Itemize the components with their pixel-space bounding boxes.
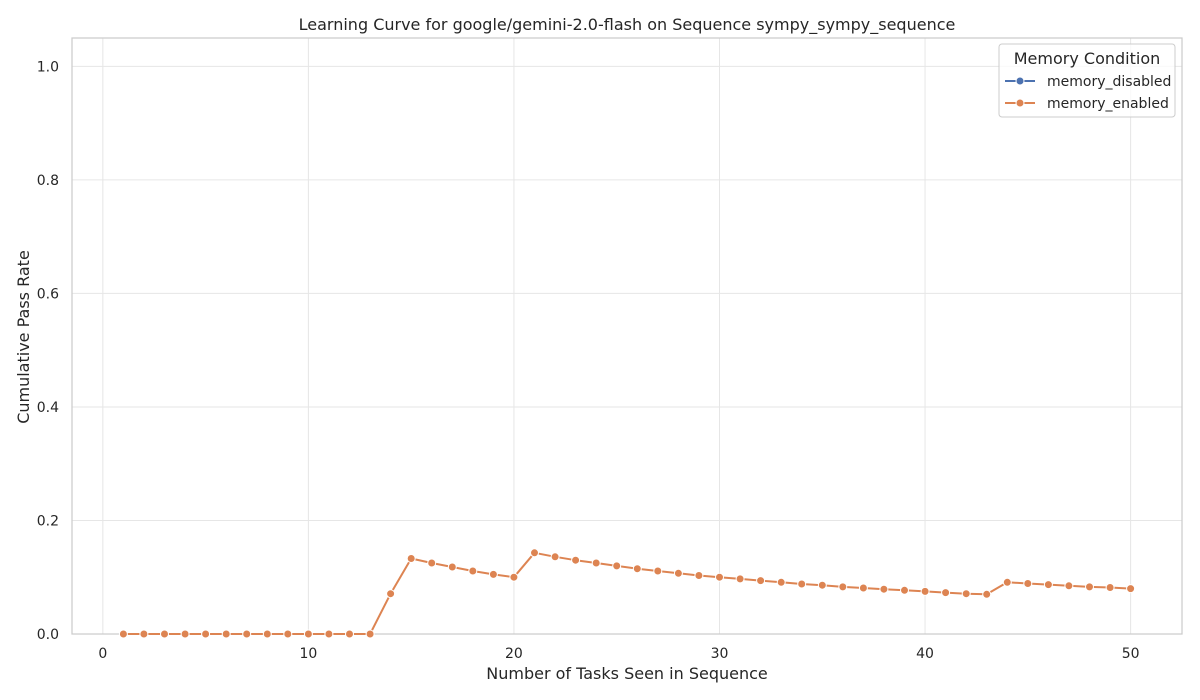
data-point-memory-enabled bbox=[571, 555, 581, 565]
x-tick-label: 0 bbox=[98, 646, 107, 662]
data-point-memory-enabled bbox=[673, 568, 683, 578]
data-point-memory-enabled bbox=[797, 579, 807, 589]
plot-frame bbox=[71, 37, 1183, 635]
x-axis-ticks: 0 10 20 30 40 50 bbox=[98, 646, 1139, 662]
y-tick-label: 0.6 bbox=[37, 286, 59, 302]
data-point-memory-enabled bbox=[694, 571, 704, 580]
data-point-memory-enabled bbox=[920, 586, 930, 596]
data-point-memory-enabled bbox=[509, 572, 519, 582]
data-point-memory-enabled bbox=[468, 566, 478, 576]
data-point-memory-enabled bbox=[879, 584, 889, 594]
data-point-memory-enabled bbox=[961, 589, 971, 599]
data-point-memory-enabled bbox=[1126, 584, 1136, 594]
data-point-memory-enabled bbox=[324, 629, 334, 639]
data-point-memory-enabled bbox=[303, 629, 313, 639]
data-point-memory-enabled bbox=[1043, 580, 1053, 590]
legend-frame bbox=[998, 43, 1176, 118]
x-tick-label: 20 bbox=[505, 646, 523, 662]
y-axis-title: Cumulative Pass Rate bbox=[14, 250, 33, 424]
y-tick-label: 0.0 bbox=[37, 627, 59, 643]
data-point-memory-enabled bbox=[221, 629, 231, 639]
legend-title: Memory Condition bbox=[1014, 49, 1161, 68]
data-point-memory-enabled bbox=[776, 577, 786, 587]
x-tick-label: 10 bbox=[299, 646, 317, 662]
data-point-memory-enabled bbox=[591, 558, 601, 568]
data-point-memory-enabled bbox=[160, 629, 169, 639]
data-point-memory-enabled bbox=[653, 566, 663, 576]
data-point-memory-enabled bbox=[1064, 581, 1074, 591]
legend: Memory Condition memory_disabled memory_… bbox=[998, 43, 1176, 118]
data-point-memory-enabled bbox=[858, 583, 868, 593]
data-point-memory-enabled bbox=[201, 629, 211, 639]
data-point-memory-enabled bbox=[1085, 582, 1094, 592]
data-point-memory-enabled bbox=[242, 629, 252, 639]
y-tick-label: 0.2 bbox=[37, 513, 59, 529]
x-tick-label: 30 bbox=[711, 646, 729, 662]
data-point-memory-enabled bbox=[139, 629, 149, 639]
data-point-memory-enabled bbox=[180, 629, 190, 639]
y-tick-label: 0.4 bbox=[37, 400, 59, 416]
data-point-memory-enabled bbox=[941, 588, 951, 598]
data-point-memory-enabled bbox=[900, 585, 909, 595]
y-axis-ticks: 0.0 0.2 0.4 0.6 0.8 1.0 bbox=[37, 59, 59, 643]
data-point-memory-enabled bbox=[1105, 583, 1115, 592]
data-point-memory-enabled bbox=[612, 561, 622, 571]
x-axis-title: Number of Tasks Seen in Sequence bbox=[486, 664, 767, 683]
series-layer bbox=[118, 548, 1136, 639]
data-point-memory-enabled bbox=[345, 629, 354, 639]
data-point-memory-enabled bbox=[1023, 579, 1033, 588]
data-point-memory-enabled bbox=[838, 582, 848, 592]
y-tick-label: 0.8 bbox=[37, 173, 59, 189]
legend-marker-memory-enabled bbox=[1015, 98, 1025, 108]
data-point-memory-enabled bbox=[262, 629, 272, 639]
data-point-memory-enabled bbox=[447, 562, 457, 572]
data-point-memory-enabled bbox=[632, 564, 642, 574]
data-point-memory-enabled bbox=[1002, 577, 1012, 587]
data-point-memory-enabled bbox=[427, 558, 437, 568]
data-point-memory-enabled bbox=[365, 629, 375, 639]
legend-label-memory-disabled: memory_disabled bbox=[1047, 74, 1171, 90]
data-point-memory-enabled bbox=[715, 572, 724, 582]
x-tick-label: 40 bbox=[916, 646, 934, 662]
data-point-memory-enabled bbox=[817, 580, 827, 590]
data-point-memory-enabled bbox=[530, 548, 539, 558]
legend-label-memory-enabled: memory_enabled bbox=[1047, 96, 1169, 112]
data-point-memory-enabled bbox=[735, 574, 745, 584]
data-point-memory-enabled bbox=[550, 552, 560, 562]
data-point-memory-enabled bbox=[386, 589, 396, 599]
data-point-memory-enabled bbox=[283, 629, 293, 639]
x-tick-label: 50 bbox=[1122, 646, 1140, 662]
data-point-memory-enabled bbox=[406, 554, 416, 563]
data-point-memory-enabled bbox=[488, 569, 498, 579]
data-point-memory-enabled bbox=[982, 589, 992, 599]
legend-marker-memory-disabled bbox=[1015, 76, 1025, 86]
data-point-memory-enabled bbox=[118, 629, 128, 639]
chart-title: Learning Curve for google/gemini-2.0-fla… bbox=[299, 15, 956, 35]
data-point-memory-enabled bbox=[756, 576, 766, 586]
y-tick-label: 1.0 bbox=[37, 59, 59, 75]
